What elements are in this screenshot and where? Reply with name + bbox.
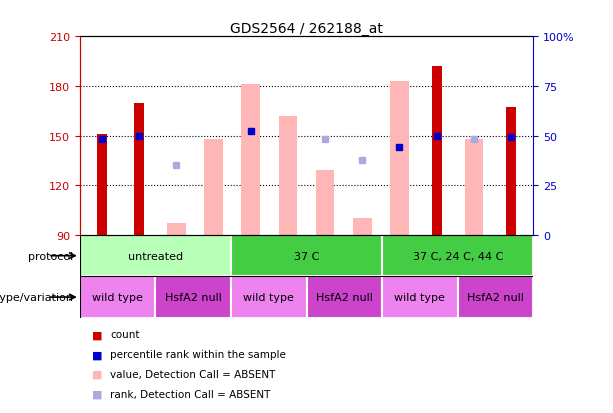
Text: ■: ■	[92, 349, 102, 359]
Bar	[97, 135, 107, 235]
Bar	[353, 219, 371, 235]
Text: ■: ■	[92, 369, 102, 379]
Bar	[458, 277, 533, 318]
Text: HsfA2 null: HsfA2 null	[316, 292, 373, 302]
Text: rank, Detection Call = ABSENT: rank, Detection Call = ABSENT	[110, 389, 271, 399]
Text: percentile rank within the sample: percentile rank within the sample	[110, 349, 286, 359]
Text: HsfA2 null: HsfA2 null	[467, 292, 524, 302]
Text: ■: ■	[92, 389, 102, 399]
Text: untreated: untreated	[128, 251, 183, 261]
Bar	[316, 171, 334, 235]
Bar	[167, 224, 186, 235]
Bar	[506, 108, 516, 235]
Bar	[432, 67, 442, 235]
Text: count: count	[110, 330, 140, 339]
Bar	[80, 235, 533, 277]
Bar	[231, 277, 306, 318]
Text: ■: ■	[92, 330, 102, 339]
Title: GDS2564 / 262188_at: GDS2564 / 262188_at	[230, 22, 383, 36]
Bar	[465, 140, 483, 235]
Bar	[382, 277, 458, 318]
Bar	[231, 235, 382, 277]
Bar	[382, 235, 533, 277]
Text: HsfA2 null: HsfA2 null	[165, 292, 221, 302]
Text: 37 C, 24 C, 44 C: 37 C, 24 C, 44 C	[413, 251, 503, 261]
Bar	[279, 116, 297, 235]
Text: genotype/variation: genotype/variation	[0, 292, 74, 302]
Bar	[134, 103, 144, 235]
Bar	[390, 82, 409, 235]
Text: protocol: protocol	[28, 251, 74, 261]
Text: 37 C: 37 C	[294, 251, 319, 261]
Bar	[155, 277, 231, 318]
Text: value, Detection Call = ABSENT: value, Detection Call = ABSENT	[110, 369, 276, 379]
Text: wild type: wild type	[243, 292, 294, 302]
Bar	[80, 277, 155, 318]
Text: wild type: wild type	[395, 292, 445, 302]
Bar	[306, 277, 382, 318]
Bar	[80, 235, 231, 277]
Bar	[80, 277, 533, 318]
Bar	[204, 140, 223, 235]
Bar	[242, 85, 260, 235]
Text: wild type: wild type	[92, 292, 143, 302]
